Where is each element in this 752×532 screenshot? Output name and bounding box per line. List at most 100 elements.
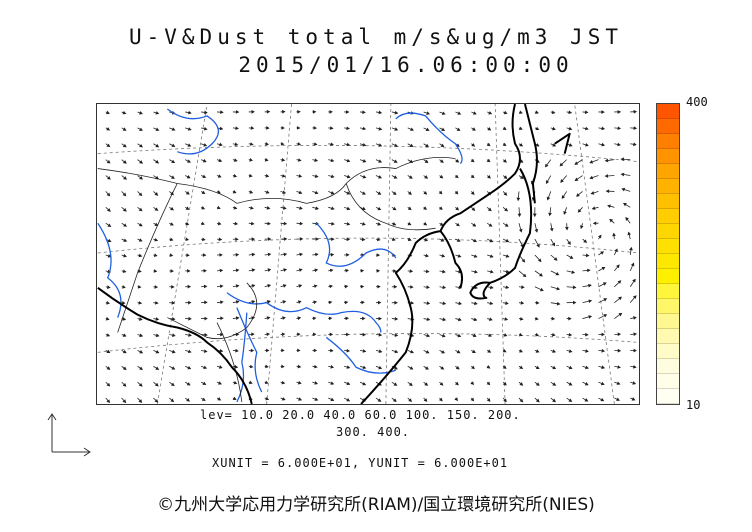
wind-vector-head (486, 158, 491, 163)
wind-vector-head (487, 349, 492, 353)
colorbar-segment (657, 329, 679, 344)
wind-vector-head (171, 317, 176, 321)
wind-vector-head (425, 350, 430, 354)
wind-vector-head (298, 397, 303, 401)
wind-vector-head (282, 174, 286, 178)
wind-vector-head (185, 206, 190, 210)
wind-vector-head (425, 253, 429, 258)
wind-vector-head (517, 213, 522, 218)
wind-vector-head (298, 174, 303, 178)
wind-vector-head (503, 110, 508, 115)
wind-vector-head (299, 237, 304, 241)
wind-vector-head (267, 252, 272, 257)
wind-vector-head (393, 159, 398, 163)
wind-vector-head (202, 158, 207, 163)
wind-vector-head (376, 237, 381, 242)
wind-vector-head (232, 396, 237, 401)
wind-vector-head (474, 301, 478, 306)
colorbar-segment (657, 164, 679, 179)
wind-vector-head (584, 126, 589, 131)
wind-vector-head (394, 143, 398, 147)
wind-vector-head (552, 398, 557, 403)
wind-vector-head (188, 110, 192, 115)
wind-vector-head (591, 206, 596, 210)
wind-vector-head (617, 110, 622, 114)
wind-vector-head (169, 237, 174, 242)
wind-vector-head (489, 238, 494, 243)
wind-vector-head (568, 349, 573, 353)
wind-vector-head (519, 382, 524, 386)
wind-vector-head (454, 397, 459, 402)
wind-vector-head (470, 158, 475, 163)
wind-vector-head (187, 284, 192, 289)
wind-vector-head (330, 397, 335, 402)
wind-vector-head (330, 381, 335, 385)
wind-vector-head (472, 223, 477, 227)
wind-vector-head (505, 254, 510, 258)
wind-vector-head (249, 157, 253, 162)
map-canvas (97, 104, 639, 404)
wind-vector-head (344, 300, 349, 305)
wind-vector-head (106, 110, 110, 115)
wind-vector-head (217, 174, 222, 178)
wind-vector-head (590, 191, 595, 195)
colorbar-segment (657, 299, 679, 314)
wind-vector-head (487, 174, 491, 179)
wind-vector-head (186, 398, 190, 402)
wind-vector-head (518, 332, 523, 337)
wind-vector-head (564, 226, 569, 231)
wind-vector-head (486, 142, 491, 147)
wind-vector-head (603, 298, 608, 302)
wind-vector-head (329, 110, 333, 114)
wind-vector-head (185, 221, 190, 226)
wind-vector-head (362, 316, 366, 321)
wind-vector-head (282, 284, 287, 288)
wind-vector-head (329, 126, 334, 130)
wind-vector-head (266, 109, 271, 114)
wind-vector-head (617, 280, 622, 284)
wind-vector-head (204, 316, 208, 321)
wind-vector-head (330, 174, 335, 179)
wind-vector-head (297, 158, 302, 162)
wind-vector-head (330, 348, 334, 353)
wind-vector-head (488, 111, 493, 115)
wind-vector-head (297, 142, 302, 146)
wind-vector-head (537, 258, 542, 263)
wind-vector-head (409, 143, 414, 148)
wind-vector-head (219, 126, 224, 131)
wind-vector-head (138, 253, 143, 258)
wind-vector-head (576, 193, 580, 197)
wind-vector-head (425, 269, 430, 274)
wind-vector-head (632, 295, 637, 299)
wind-vector-head (551, 316, 556, 321)
colorbar-segment (657, 374, 679, 389)
wind-vector-head (314, 268, 319, 273)
wind-vector-head (202, 381, 207, 385)
wind-vector-head (568, 316, 572, 321)
wind-vector-head (314, 158, 319, 162)
wind-vector-head (426, 285, 430, 289)
wind-vector-head (632, 278, 636, 283)
wind-vector-head (535, 382, 540, 386)
wind-vector-head (378, 349, 383, 353)
wind-vector-head (378, 316, 382, 321)
wind-vector-head (312, 110, 317, 114)
wind-vector-head (203, 268, 207, 273)
wind-vector-head (407, 221, 412, 226)
wind-vector-head (600, 397, 605, 402)
wind-vector-head (267, 268, 272, 272)
wind-vector-head (490, 269, 494, 274)
wind-vector-head (251, 268, 256, 273)
wind-vector-head (266, 206, 271, 210)
wind-vector-head (281, 332, 286, 337)
colorbar-segment (657, 284, 679, 299)
wind-vector-head (235, 252, 240, 257)
wind-vector-head (504, 317, 509, 321)
wind-vector-head (345, 268, 349, 273)
wind-vector-head (472, 127, 476, 131)
wind-vector-head (503, 333, 508, 337)
wind-vector-head (504, 223, 509, 227)
wind-vector-head (502, 365, 507, 369)
wind-vector-head (424, 382, 429, 386)
wind-vector-head (519, 142, 524, 147)
